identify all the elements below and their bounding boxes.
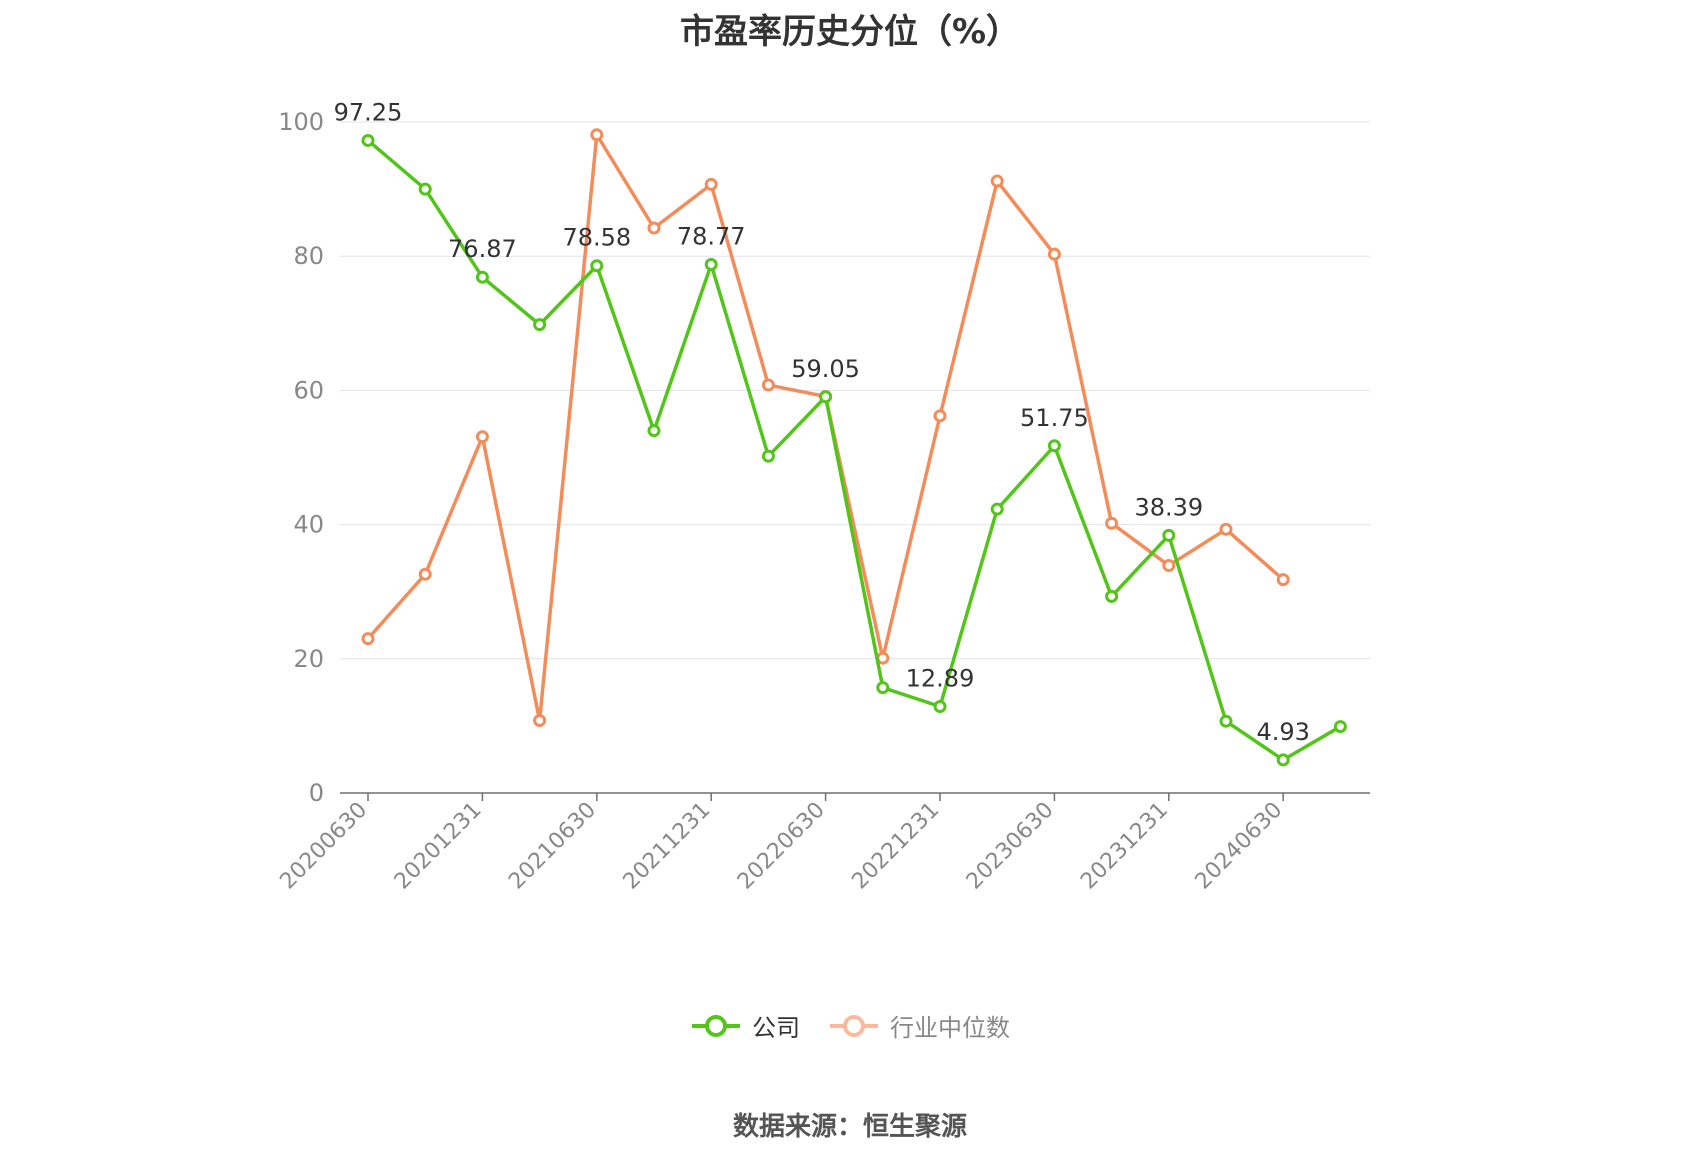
series-line-company [366, 139, 1342, 762]
line-chart: 0 20 40 60 80 100 20200630 20201231 20210630 2021… [275, 98, 1370, 894]
industry-point [1162, 559, 1176, 573]
y-tick-label: 60 [293, 376, 324, 404]
industry-point [990, 174, 1004, 188]
series-line-industry [366, 132, 1285, 723]
x-tick-label: 20240630 [1191, 798, 1288, 895]
x-tick-label: 20200630 [275, 798, 372, 895]
company-point [1047, 439, 1061, 453]
company-data-label: 38.39 [1134, 493, 1203, 521]
industry-point [1047, 247, 1061, 261]
company-data-label: 76.87 [448, 235, 517, 263]
industry-point [761, 378, 775, 392]
company-data-label: 78.77 [677, 222, 746, 250]
company-point [475, 270, 489, 284]
company-point [647, 424, 661, 438]
x-tick-label: 20220630 [733, 798, 830, 895]
industry-point [533, 714, 547, 728]
company-data-label: 59.05 [791, 355, 860, 383]
y-tick-label: 40 [293, 511, 324, 539]
industry-point [1219, 522, 1233, 536]
company-point [704, 257, 718, 271]
legend-industry-icon [830, 1014, 878, 1037]
x-tick-label: 20211231 [619, 798, 716, 895]
company-point [361, 133, 375, 147]
x-tick-label: 20230630 [962, 798, 1059, 895]
company-point [819, 390, 833, 404]
company-point [1162, 528, 1176, 542]
industry-point [647, 221, 661, 235]
legend-item-company[interactable]: 公司 [690, 1008, 800, 1043]
x-tick-label: 20201231 [390, 798, 487, 895]
chart-title: 市盈率历史分位（%） [679, 12, 1021, 52]
series [361, 128, 1347, 767]
y-tick-label: 80 [293, 242, 324, 270]
x-tick-label: 20221231 [847, 798, 944, 895]
grid-lines [340, 121, 1370, 660]
company-point [533, 318, 547, 332]
company-point [761, 449, 775, 463]
y-tick-label: 20 [293, 645, 324, 673]
company-point [1333, 720, 1347, 734]
legend-company-icon [692, 1014, 740, 1037]
company-point [933, 700, 947, 714]
industry-point [361, 632, 375, 646]
y-tick-label: 100 [278, 108, 324, 136]
industry-point [1276, 573, 1290, 587]
company-point [1219, 714, 1233, 728]
legend-industry-label: 行业中位数 [890, 1014, 1010, 1042]
company-point [990, 502, 1004, 516]
company-point [590, 259, 604, 273]
x-tick-label: 20210630 [504, 798, 601, 895]
company-data-label: 12.89 [906, 665, 975, 693]
company-data-label: 51.75 [1020, 404, 1089, 432]
legend-company-label: 公司 [752, 1014, 800, 1042]
data-source: 数据来源：恒生聚源 [732, 1112, 967, 1142]
legend: 公司 行业中位数 [0, 1008, 1700, 1043]
company-point [418, 182, 432, 196]
industry-point [933, 409, 947, 423]
company-point [876, 681, 890, 695]
company-data-label: 4.93 [1256, 718, 1309, 746]
industry-point [418, 567, 432, 581]
axes: 0 20 40 60 80 100 20200630 20201231 20210630 2021… [275, 108, 1370, 894]
data-labels: 97.25 76.87 78.58 78.77 59.05 12.89 51.75 38.39… [334, 98, 1310, 745]
y-tick-label: 0 [309, 779, 324, 807]
industry-point [475, 430, 489, 444]
company-data-label: 97.25 [334, 98, 403, 126]
legend-item-industry[interactable]: 行业中位数 [828, 1008, 1010, 1043]
company-point [1276, 753, 1290, 767]
industry-point [590, 128, 604, 142]
company-data-label: 78.58 [562, 224, 631, 252]
industry-point [1105, 516, 1119, 530]
company-point [1105, 589, 1119, 603]
industry-point [704, 177, 718, 191]
x-tick-label: 20231231 [1076, 798, 1173, 895]
